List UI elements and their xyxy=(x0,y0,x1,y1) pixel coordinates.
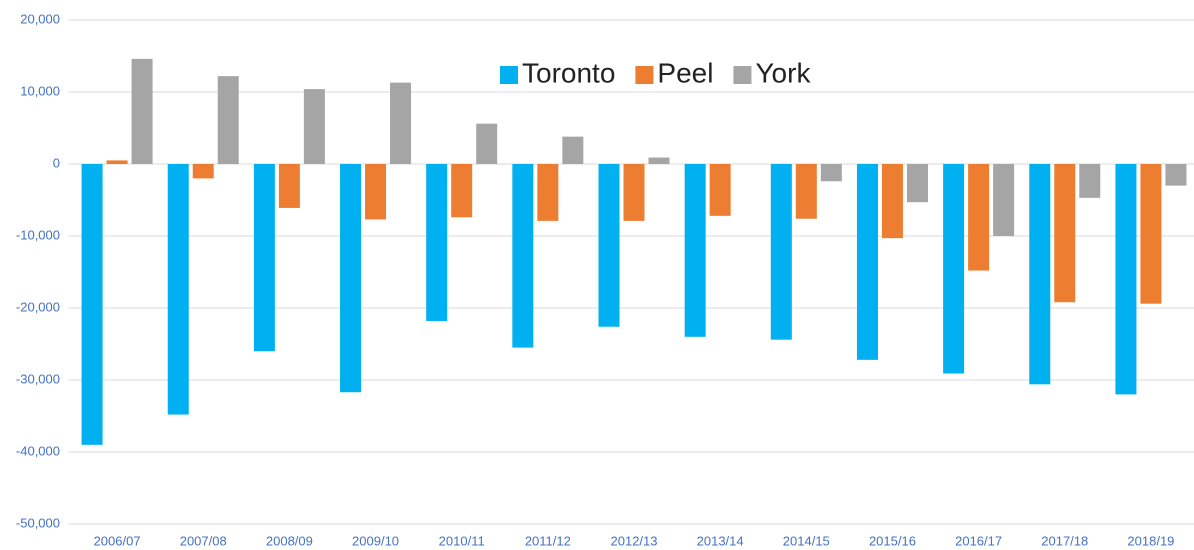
bar xyxy=(562,136,584,164)
bar xyxy=(106,160,128,164)
y-tick-label: 10,000 xyxy=(20,83,60,98)
x-tick-label: 2008/09 xyxy=(266,533,313,548)
bar xyxy=(253,164,275,352)
bar xyxy=(303,89,325,164)
legend-swatch xyxy=(635,66,654,84)
bar xyxy=(451,164,473,218)
x-tick-label: 2015/16 xyxy=(869,533,916,548)
x-tick-label: 2014/15 xyxy=(783,533,830,548)
bar xyxy=(81,164,103,445)
legend-label: Peel xyxy=(657,57,713,88)
bar xyxy=(906,164,928,203)
bar xyxy=(648,157,670,164)
x-tick-label: 2013/14 xyxy=(697,533,744,548)
bar xyxy=(1054,164,1076,303)
bar xyxy=(167,164,189,415)
bar xyxy=(1079,164,1101,198)
x-tick-label: 2011/12 xyxy=(525,533,571,548)
bar xyxy=(1165,164,1187,186)
bar xyxy=(1140,164,1162,304)
x-tick-label: 2010/11 xyxy=(439,533,485,548)
bar xyxy=(365,164,387,220)
bar xyxy=(476,123,498,164)
bar xyxy=(278,164,300,208)
bar xyxy=(598,164,620,327)
y-tick-label: -10,000 xyxy=(16,227,60,242)
y-tick-label: -40,000 xyxy=(16,443,60,458)
bar xyxy=(131,58,153,164)
y-tick-label: 0 xyxy=(53,155,60,170)
x-tick-label: 2009/10 xyxy=(352,533,399,548)
y-tick-label: -50,000 xyxy=(16,515,60,530)
bar xyxy=(943,164,965,374)
y-tick-label: -30,000 xyxy=(16,371,60,386)
bar xyxy=(192,164,214,179)
x-tick-label: 2017/18 xyxy=(1041,533,1088,548)
bar xyxy=(1029,164,1051,385)
y-tick-label: -20,000 xyxy=(16,299,60,314)
bar xyxy=(856,164,878,360)
bar xyxy=(1115,164,1137,395)
bar xyxy=(881,164,903,239)
y-tick-label: 20,000 xyxy=(20,11,60,26)
bar xyxy=(217,76,239,164)
bar xyxy=(512,164,534,348)
bar xyxy=(820,164,842,182)
bar xyxy=(993,164,1015,236)
x-tick-label: 2006/07 xyxy=(94,533,141,548)
bar xyxy=(390,82,412,164)
bar xyxy=(770,164,792,340)
bar xyxy=(684,164,706,337)
bar xyxy=(623,164,645,221)
bar xyxy=(709,164,731,216)
bar xyxy=(795,164,817,219)
legend-label: Toronto xyxy=(522,57,615,88)
bar xyxy=(537,164,559,221)
legend-swatch xyxy=(733,66,752,84)
legend-label: York xyxy=(755,57,811,88)
bar xyxy=(968,164,990,271)
bar xyxy=(340,164,362,393)
bar xyxy=(426,164,448,321)
legend-swatch xyxy=(500,66,518,84)
x-tick-label: 2012/13 xyxy=(611,533,658,548)
x-tick-label: 2018/19 xyxy=(1127,533,1174,548)
x-tick-label: 2016/17 xyxy=(955,533,1002,548)
x-tick-label: 2007/08 xyxy=(180,533,227,548)
